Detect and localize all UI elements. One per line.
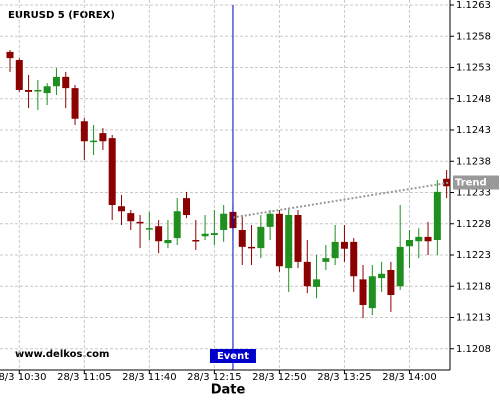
candle-body — [238, 230, 246, 247]
x-tick-label: 28/3 14:00 — [382, 372, 436, 383]
candle-body — [90, 140, 98, 143]
candle-body — [424, 236, 432, 242]
candle-body — [52, 76, 60, 87]
candle-body — [294, 215, 302, 262]
x-tick-label: 28/3 13:25 — [317, 372, 371, 383]
candle-body — [173, 211, 181, 239]
trend-label: Trend — [455, 178, 487, 189]
candle-body — [6, 51, 14, 59]
y-tick-label: 1.1218 — [456, 281, 491, 292]
x-tick-label: 28/3 11:05 — [57, 372, 111, 383]
candle-body — [136, 221, 144, 224]
candle-body — [275, 213, 283, 267]
candle-body — [145, 228, 153, 230]
x-tick-label: 28/3 10:30 — [0, 372, 47, 383]
candle-body — [387, 270, 395, 295]
candle-body — [257, 226, 265, 249]
candle-body — [415, 236, 423, 242]
y-tick-label: 1.1238 — [456, 156, 491, 167]
watermark: www.delkos.com — [15, 349, 109, 360]
candle-body — [368, 276, 376, 309]
y-tick-label: 1.1233 — [456, 188, 491, 199]
candle-body — [220, 213, 228, 230]
event-label-box — [209, 349, 256, 363]
candle-body — [71, 88, 79, 119]
candle-body — [62, 76, 70, 89]
chart-title: EURUSD 5 (FOREX) — [8, 10, 115, 21]
y-tick-label: 1.1223 — [456, 250, 491, 261]
candle-body — [201, 233, 209, 237]
y-tick-label: 1.1263 — [456, 0, 491, 11]
candle-body — [192, 240, 200, 242]
candle-body — [43, 86, 51, 94]
candle-body — [155, 226, 163, 242]
x-axis-label: Date — [211, 383, 246, 398]
trend-label-box — [453, 175, 499, 190]
x-tick-label: 28/3 12:50 — [252, 372, 306, 383]
candle-body — [303, 261, 311, 287]
y-tick-label: 1.1248 — [456, 94, 491, 105]
candle-body — [359, 279, 367, 305]
candle-body — [433, 191, 441, 240]
candle-body — [313, 279, 321, 287]
y-tick-label: 1.1258 — [456, 31, 491, 42]
y-tick-label: 1.1253 — [456, 63, 491, 74]
candle-body — [15, 60, 23, 90]
candle-body — [396, 246, 404, 287]
candle-body — [340, 241, 348, 249]
candle-body — [183, 198, 191, 215]
candle-body — [210, 233, 218, 235]
candle-body — [378, 273, 386, 279]
event-label: Event — [217, 351, 249, 362]
candle-body — [108, 138, 116, 205]
x-tick-label: 28/3 12:15 — [187, 372, 241, 383]
candle-body — [331, 241, 339, 259]
candle-body — [25, 90, 33, 92]
y-tick-label: 1.1243 — [456, 125, 491, 136]
candle-body — [34, 90, 42, 92]
candle-body — [350, 241, 358, 277]
candle-body — [285, 215, 293, 269]
candle-body — [405, 240, 413, 247]
candle-body — [248, 246, 256, 249]
candle-body — [99, 133, 107, 142]
x-tick-label: 28/3 11:40 — [122, 372, 176, 383]
candle-body — [322, 258, 330, 262]
candle-body — [117, 206, 125, 212]
candle-body — [80, 121, 88, 142]
y-tick-label: 1.1228 — [456, 219, 491, 230]
trend-line — [232, 181, 451, 219]
candle-body — [164, 240, 172, 244]
y-tick-label: 1.1208 — [456, 344, 491, 355]
candle-body — [127, 213, 135, 222]
y-tick-label: 1.1213 — [456, 313, 491, 324]
candle-body — [266, 213, 274, 227]
